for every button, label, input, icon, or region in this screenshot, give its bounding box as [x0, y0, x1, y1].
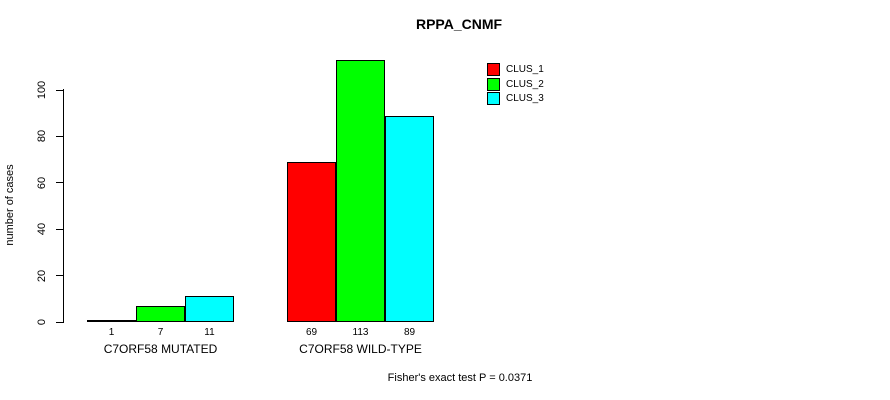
legend-swatch-icon [487, 62, 500, 76]
y-tick-mark [56, 321, 63, 323]
bar-clus_3-1 [385, 116, 434, 322]
bar-clus_2-1 [336, 60, 385, 322]
legend-item-clus_2: CLUS_2 [487, 77, 544, 92]
bar-value-label: 113 [352, 327, 369, 338]
legend-label: CLUS_2 [506, 78, 544, 90]
bar-clus_1-1 [287, 162, 336, 322]
legend-swatch-icon [487, 92, 500, 106]
legend-label: CLUS_1 [506, 63, 544, 75]
legend-label: CLUS_3 [506, 93, 544, 105]
y-tick-mark [56, 89, 63, 91]
y-tick-label: 0 [36, 318, 48, 326]
y-tick-label: 20 [36, 269, 48, 282]
legend: CLUS_1 CLUS_2 CLUS_3 [487, 62, 544, 106]
bar-value-label: 11 [204, 327, 215, 338]
legend-item-clus_3: CLUS_3 [487, 91, 544, 106]
y-tick-mark [56, 182, 63, 184]
y-axis-label: number of cases [4, 164, 16, 246]
y-tick-mark [56, 275, 63, 277]
legend-swatch-icon [487, 77, 500, 91]
y-axis [63, 89, 64, 323]
annotation-text: Fisher's exact test P = 0.0371 [387, 372, 533, 384]
y-tick-label: 80 [36, 130, 48, 143]
bar-clus_2-0 [136, 306, 185, 322]
y-tick-label: 40 [36, 223, 48, 236]
bar-value-label: 1 [108, 327, 115, 338]
bar-clus_1-0 [87, 320, 136, 322]
group-label: C7ORF58 WILD-TYPE [299, 342, 422, 356]
bar-value-label: 69 [305, 327, 318, 338]
y-tick-mark [56, 228, 63, 230]
chart-title: RPPA_CNMF [415, 16, 503, 32]
bar-clus_3-0 [185, 296, 234, 322]
legend-item-clus_1: CLUS_1 [487, 62, 544, 77]
y-tick-label: 60 [36, 176, 48, 189]
bar-value-label: 89 [403, 327, 416, 338]
group-label: C7ORF58 MUTATED [103, 342, 218, 356]
bar-value-label: 7 [157, 327, 164, 338]
y-tick-mark [56, 135, 63, 137]
y-tick-label: 100 [36, 80, 48, 100]
